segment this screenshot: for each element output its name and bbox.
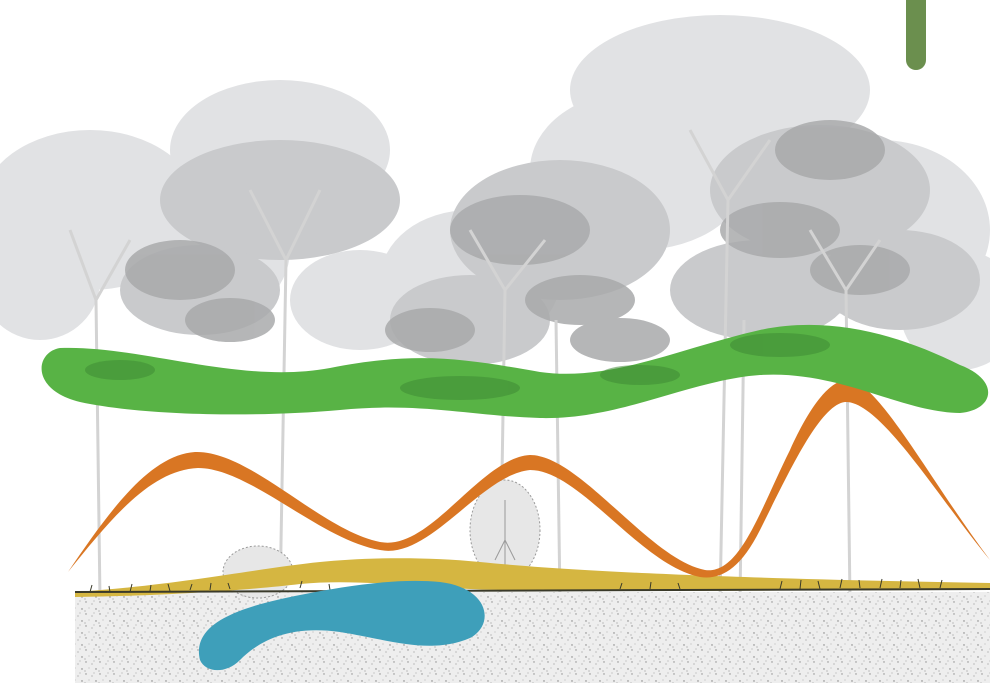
grass-line — [74, 578, 990, 593]
canopy-shade-on-band — [85, 333, 830, 400]
midstory-band — [68, 379, 990, 578]
ground-cover-band — [75, 558, 990, 597]
canopy-silhouettes — [0, 15, 990, 601]
corner-tab-top — [906, 0, 926, 20]
canopy-dark — [125, 120, 910, 362]
shrub-center — [469, 479, 541, 590]
soil-water-pool — [198, 580, 485, 671]
